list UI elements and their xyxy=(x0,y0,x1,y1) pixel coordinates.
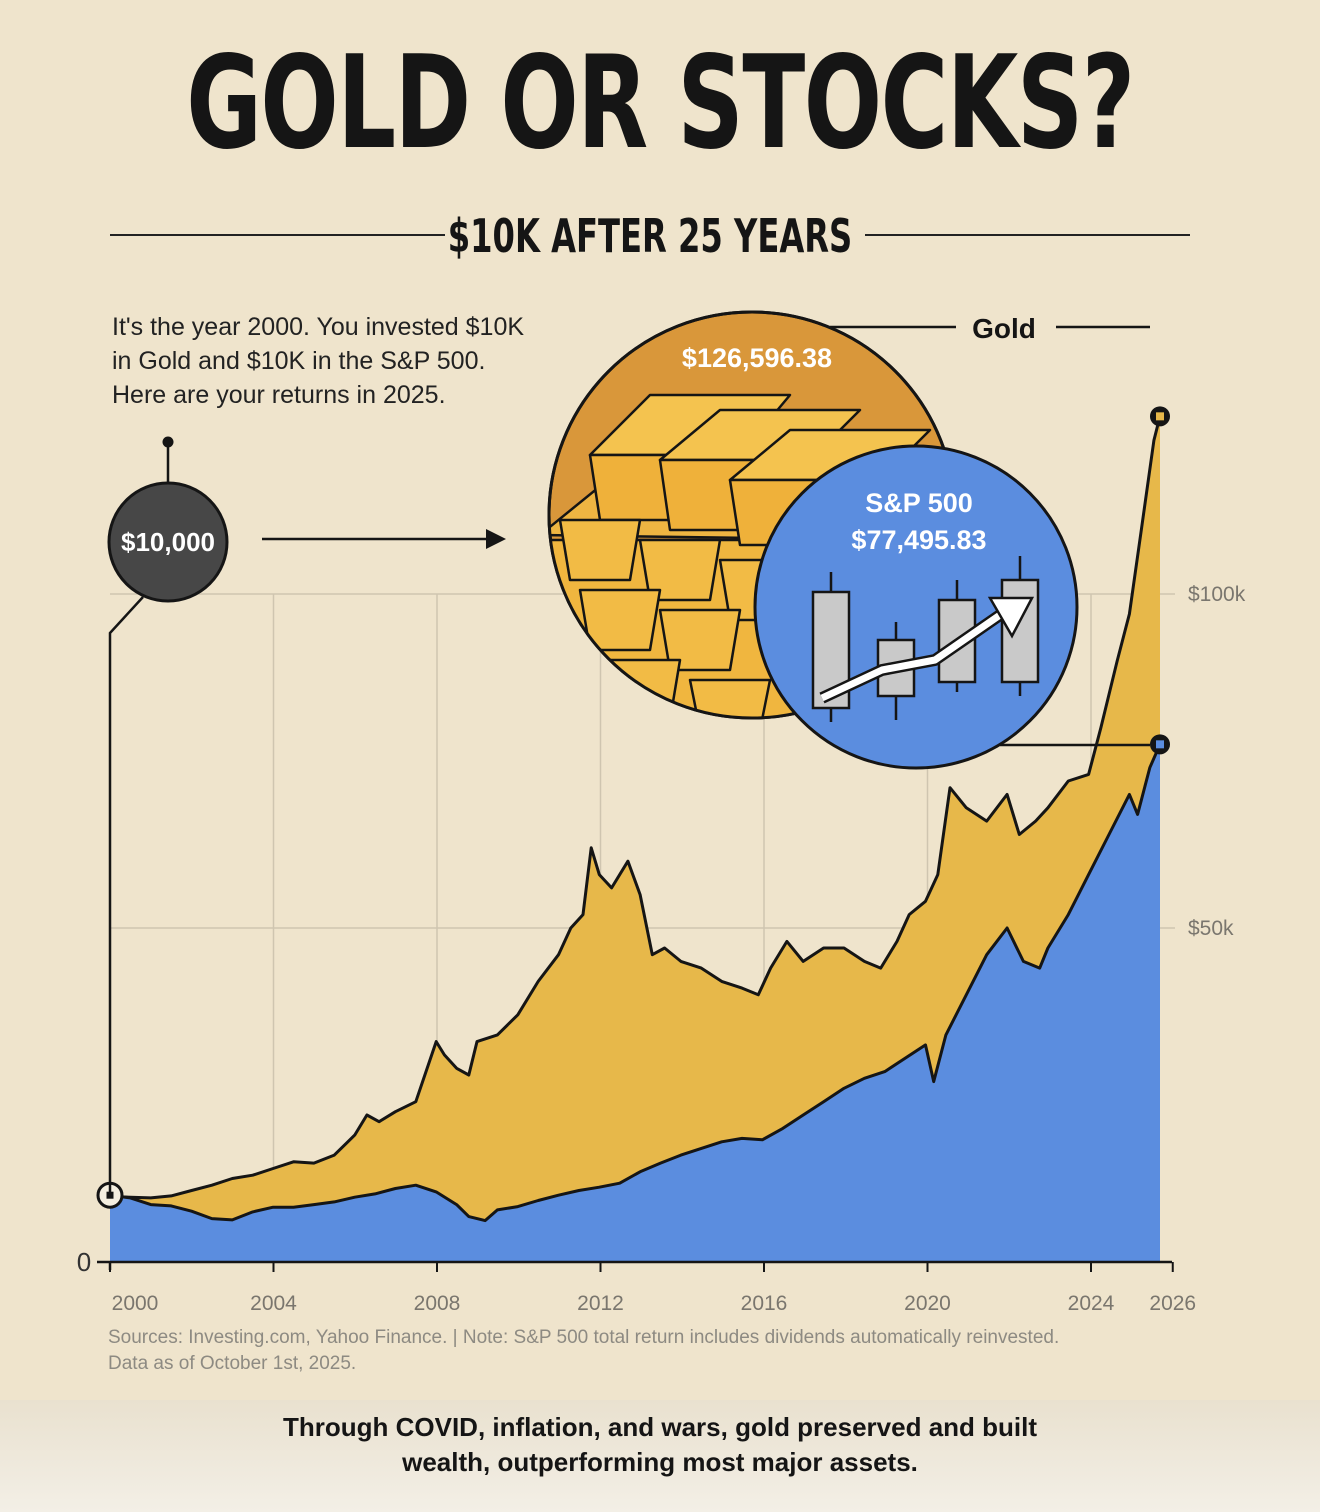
page-title: GOLD OR STOCKS? xyxy=(186,29,1135,178)
sources-line-2: Data as of October 1st, 2025. xyxy=(108,1353,357,1374)
x-tick-label: 2008 xyxy=(414,1292,461,1315)
intro-line-2: in Gold and $10K in the S&P 500. xyxy=(112,347,486,375)
subtitle-rule-right xyxy=(865,234,1190,236)
gold-callout-label: Gold xyxy=(972,313,1036,344)
x-tick-label: 2024 xyxy=(1068,1292,1115,1315)
sp500-callout-value: $77,495.83 xyxy=(851,525,986,555)
sources-note: Sources: Investing.com, Yahoo Finance. |… xyxy=(108,1325,1208,1377)
caption-line-1: Through COVID, inflation, and wars, gold… xyxy=(282,1412,1038,1442)
sp500-area xyxy=(110,744,1160,1262)
gold-area xyxy=(110,416,1160,1262)
caption: Through COVID, inflation, and wars, gold… xyxy=(0,1410,1320,1480)
intro-line-1: It's the year 2000. You invested $10K xyxy=(112,313,525,341)
caption-line-2: wealth, outperforming most major assets. xyxy=(402,1447,918,1477)
y-tick-label: $50k xyxy=(1188,917,1234,940)
gold-end-marker xyxy=(1150,406,1170,427)
x-tick-label: 2026 xyxy=(1149,1292,1196,1315)
subtitle: $10K AFTER 25 YEARS xyxy=(447,209,853,263)
sources-line-1: Sources: Investing.com, Yahoo Finance. |… xyxy=(108,1327,1060,1348)
x-tick-label: 2004 xyxy=(250,1292,297,1315)
x-tick-label: 2000 xyxy=(112,1292,159,1315)
y-tick-label: 0 xyxy=(77,1247,91,1277)
sp500-callout-label: S&P 500 xyxy=(865,488,973,518)
sp500-callout: S&P 500 $77,495.83 xyxy=(753,444,1150,770)
start-badge-text: $10,000 xyxy=(121,527,215,557)
subtitle-rule-left xyxy=(110,234,445,236)
sp500-end-marker xyxy=(1150,734,1170,755)
candlestick-chart-icon xyxy=(811,556,1040,722)
x-axis-ticks: 2000 2004 2008 2012 2016 2020 2024 2026 xyxy=(109,1262,1196,1315)
y-axis-ticks: 0 $50k $100k xyxy=(77,583,1246,1277)
y-tick-label: $100k xyxy=(1188,583,1246,606)
gold-line xyxy=(109,415,1162,1200)
subtitle-row: $10K AFTER 25 YEARS xyxy=(110,205,1190,265)
x-tick-label: 2016 xyxy=(741,1292,788,1315)
start-badge: $10,000 xyxy=(107,436,229,1195)
x-tick-label: 2020 xyxy=(904,1292,951,1315)
intro-text: It's the year 2000. You invested $10K in… xyxy=(112,310,582,412)
intro-line-3: Here are your returns in 2025. xyxy=(112,381,446,409)
sp500-line xyxy=(109,743,1162,1223)
arrow-right-icon xyxy=(262,529,506,549)
gold-callout-value: $126,596.38 xyxy=(682,343,832,373)
chart-axes xyxy=(97,1260,1172,1270)
caption-band xyxy=(0,1400,1320,1512)
x-tick-label: 2012 xyxy=(577,1292,624,1315)
